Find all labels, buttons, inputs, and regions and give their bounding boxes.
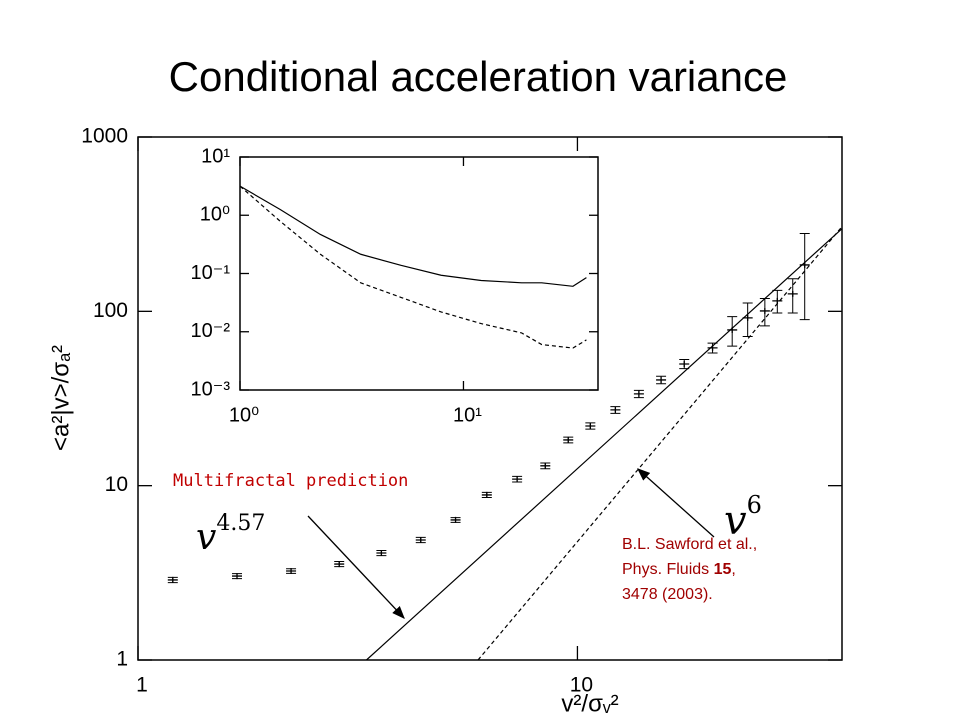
citation: B.L. Sawford et al., Phys. Fluids 15, 34… bbox=[622, 536, 757, 603]
v6-base: v bbox=[724, 498, 747, 544]
y-tick-label: 10¹ bbox=[201, 145, 230, 167]
fit-base: v bbox=[196, 517, 216, 558]
x-axis-label: v²/σᵥ² bbox=[561, 690, 618, 717]
error-bar bbox=[167, 576, 178, 584]
error-bar bbox=[540, 462, 551, 470]
v6-formula: v6 bbox=[724, 491, 762, 545]
y-tick-label: 1000 bbox=[81, 125, 128, 148]
citation-comma: , bbox=[731, 561, 735, 578]
error-bar bbox=[415, 536, 426, 544]
citation-line: Phys. Fluids 15, bbox=[622, 561, 736, 578]
error-bar bbox=[512, 475, 523, 483]
error-bar bbox=[232, 573, 243, 580]
error-bar bbox=[481, 491, 492, 499]
arrow bbox=[637, 468, 715, 538]
error-bar bbox=[376, 549, 387, 557]
curve bbox=[239, 185, 587, 287]
x-tick-label: 10⁰ bbox=[229, 404, 259, 426]
curve bbox=[239, 185, 587, 349]
citation-volume: 15 bbox=[714, 561, 732, 578]
y-tick-label: 10 bbox=[105, 473, 128, 496]
inset-frame bbox=[239, 156, 599, 391]
citation-journal: Phys. Fluids bbox=[622, 561, 714, 578]
y-tick-label: 1 bbox=[116, 648, 128, 671]
error-bar bbox=[742, 302, 753, 338]
error-bar bbox=[450, 517, 461, 523]
y-axis-label: <a²|v>/σₐ² bbox=[47, 345, 74, 451]
arrow bbox=[307, 515, 405, 619]
error-bar bbox=[585, 422, 596, 430]
error-bar bbox=[656, 375, 667, 385]
error-bar bbox=[787, 278, 798, 314]
y-tick-label: 10⁻¹ bbox=[191, 262, 231, 284]
error-bar bbox=[633, 389, 644, 399]
y-tick-label: 10⁻² bbox=[191, 320, 231, 342]
error-bar bbox=[286, 568, 297, 574]
plot-frame bbox=[137, 136, 843, 661]
x-tick-label: 10 bbox=[570, 674, 593, 697]
error-bar bbox=[799, 232, 810, 321]
y-tick-label: 100 bbox=[93, 299, 128, 322]
prediction-label: Multifractal prediction bbox=[173, 471, 408, 491]
slide-title: Conditional acceleration variance bbox=[169, 53, 788, 100]
x-tick-label: 10¹ bbox=[453, 404, 482, 426]
citation-line: 3478 (2003). bbox=[622, 586, 713, 603]
y-tick-label: 10⁰ bbox=[200, 204, 230, 226]
curve bbox=[366, 228, 843, 661]
citation-line: B.L. Sawford et al., bbox=[622, 536, 757, 553]
error-bar bbox=[727, 316, 738, 347]
curve bbox=[477, 226, 843, 661]
fit-formula: v4.57 bbox=[196, 511, 265, 558]
error-bar bbox=[334, 561, 345, 568]
error-bar bbox=[610, 406, 621, 414]
fit-exponent: 4.57 bbox=[216, 511, 265, 536]
v6-exponent: 6 bbox=[747, 491, 762, 519]
error-bar bbox=[772, 289, 783, 314]
error-bar bbox=[563, 436, 574, 444]
x-tick-label: 1 bbox=[136, 674, 148, 697]
y-tick-label: 10⁻³ bbox=[191, 378, 231, 400]
